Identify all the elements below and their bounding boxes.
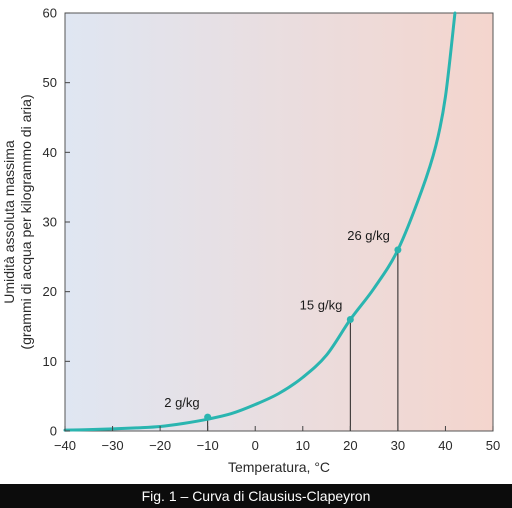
data-point <box>346 316 354 324</box>
x-tick-label: 10 <box>296 438 310 453</box>
y-tick-label: 0 <box>50 424 57 439</box>
data-point <box>204 413 212 421</box>
data-point <box>394 246 402 254</box>
x-axis-title: Temperatura, °C <box>228 459 330 475</box>
y-tick-label: 20 <box>43 284 57 299</box>
point-label: 26 g/kg <box>347 228 390 243</box>
y-tick-label: 30 <box>43 215 57 230</box>
point-label: 15 g/kg <box>300 298 343 313</box>
figure-caption: Fig. 1 – Curva di Clausius-Clapeyron <box>0 484 512 508</box>
chart-svg: −40 −30 −20 −10 0 10 20 30 40 50 0 10 20 30 40 50 60 2 g… <box>1 6 500 476</box>
y-axis-title-line1: Umidità assoluta massima <box>1 140 17 304</box>
point-label: 2 g/kg <box>164 395 199 410</box>
x-tick-label: 20 <box>343 438 357 453</box>
x-tick-label: −30 <box>102 438 124 453</box>
x-tick-label: −20 <box>149 438 171 453</box>
x-tick-label: 0 <box>252 438 259 453</box>
x-tick-label: 50 <box>486 438 500 453</box>
saturation-curve <box>63 11 457 432</box>
y-tick-label: 60 <box>43 6 57 21</box>
x-tick-label: −10 <box>197 438 219 453</box>
x-tick-label: −40 <box>54 438 76 453</box>
y-axis-title-line2: (grammi di acqua per kilogrammo di aria) <box>18 94 34 349</box>
x-tick-label: 40 <box>438 438 452 453</box>
y-tick-label: 10 <box>43 354 57 369</box>
plot-area <box>64 12 494 432</box>
x-tick-label: 30 <box>391 438 405 453</box>
y-tick-label: 40 <box>43 145 57 160</box>
y-tick-label: 50 <box>43 75 57 90</box>
